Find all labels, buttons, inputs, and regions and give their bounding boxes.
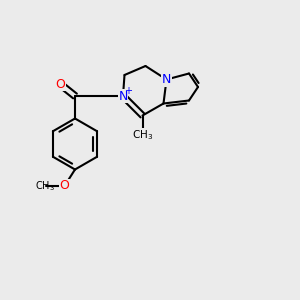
Text: CH$_3$: CH$_3$: [132, 128, 153, 142]
Text: O: O: [55, 77, 65, 91]
Text: N: N: [118, 89, 128, 103]
Text: O: O: [60, 179, 69, 193]
Text: +: +: [124, 85, 132, 96]
Text: N: N: [162, 73, 171, 86]
Text: CH$_3$: CH$_3$: [35, 179, 55, 193]
